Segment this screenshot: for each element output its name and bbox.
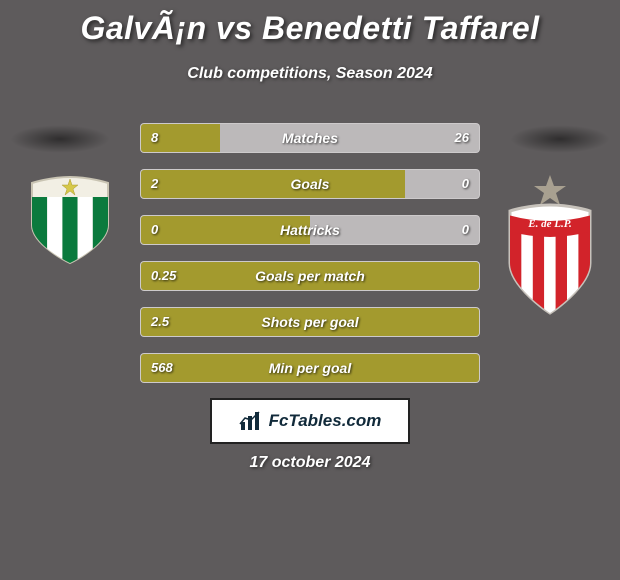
stat-label: Shots per goal [141, 308, 479, 336]
stats-container: 826Matches 20Goals 00Hattricks 0.25Goals pe… [140, 123, 480, 399]
team-badge-left [20, 175, 120, 265]
shadow-left [10, 125, 110, 153]
subtitle: Club competitions, Season 2024 [0, 65, 620, 83]
team-badge-right: E. de L.P. [500, 175, 600, 315]
stat-row: 826Matches [140, 123, 480, 153]
stat-row: 00Hattricks [140, 215, 480, 245]
stat-row: 20Goals [140, 169, 480, 199]
shadow-right [510, 125, 610, 153]
stat-label: Matches [141, 124, 479, 152]
chart-icon [239, 410, 265, 432]
stat-row: 2.5Shots per goal [140, 307, 480, 337]
brand-box: FcTables.com [210, 398, 410, 444]
stat-label: Hattricks [141, 216, 479, 244]
stat-label: Goals [141, 170, 479, 198]
stat-row: 568Min per goal [140, 353, 480, 383]
stat-row: 0.25Goals per match [140, 261, 480, 291]
stat-label: Goals per match [141, 262, 479, 290]
brand-text: FcTables.com [269, 411, 382, 431]
page-title: GalvÃ¡n vs Benedetti Taffarel [0, 0, 620, 47]
badge-band-text: E. de L.P. [527, 218, 572, 230]
stat-label: Min per goal [141, 354, 479, 382]
date-text: 17 october 2024 [0, 454, 620, 472]
